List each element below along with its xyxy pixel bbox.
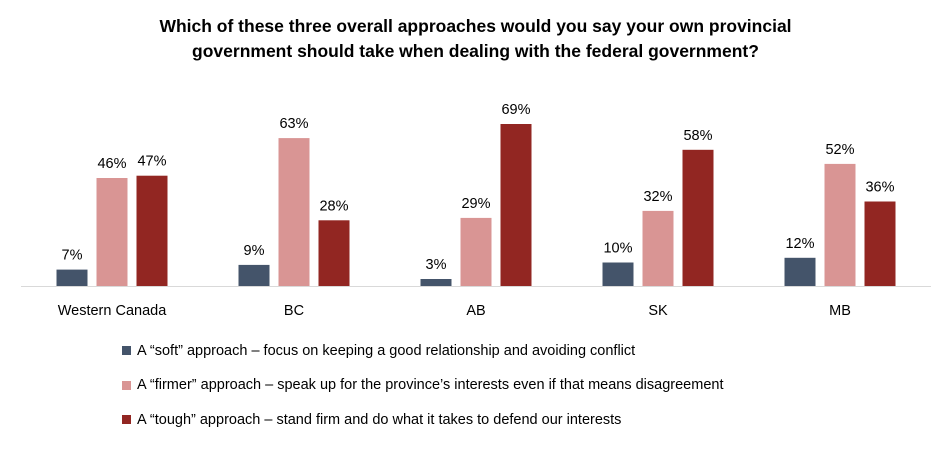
legend-label: A “firmer” approach – speak up for the p…	[137, 377, 724, 393]
data-label: 29%	[461, 196, 490, 212]
legend-item: A “soft” approach – focus on keeping a g…	[122, 341, 723, 360]
legend-swatch	[122, 415, 131, 424]
bar-sk-series-1	[602, 262, 634, 286]
data-label: 58%	[683, 128, 712, 144]
data-label: 9%	[244, 243, 265, 259]
legend-swatch	[122, 346, 131, 355]
x-tick-label: MB	[829, 303, 851, 319]
bar-bc-series-3	[318, 220, 350, 286]
legend-label: A “tough” approach – stand firm and do w…	[137, 411, 622, 428]
bar-ab-series-3	[500, 124, 532, 286]
x-tick-label: SK	[648, 303, 668, 319]
bar-western-canada-series-1	[56, 269, 88, 286]
chart-legend: A “soft” approach – focus on keeping a g…	[122, 341, 723, 445]
legend-item: A “tough” approach – stand firm and do w…	[122, 410, 723, 429]
x-tick-label: Western Canada	[58, 303, 167, 319]
bar-ab-series-2	[460, 217, 492, 286]
bar-sk-series-3	[682, 149, 714, 286]
data-label: 3%	[426, 257, 447, 273]
data-label: 32%	[643, 189, 672, 205]
chart-title-line-1: Which of these three overall approaches …	[159, 16, 792, 36]
data-label: 69%	[501, 102, 530, 118]
bar-sk-series-2	[642, 210, 674, 286]
data-label: 52%	[825, 142, 854, 158]
data-label: 10%	[603, 241, 632, 257]
bar-mb-series-2	[824, 163, 856, 286]
bar-western-canada-series-3	[136, 175, 168, 286]
bar-bc-series-1	[238, 264, 270, 286]
data-label: 36%	[865, 180, 894, 196]
bar-mb-series-1	[784, 257, 816, 286]
bar-mb-series-3	[864, 201, 896, 286]
data-label: 47%	[137, 154, 166, 170]
data-label: 28%	[319, 198, 348, 214]
x-tick-label: BC	[284, 303, 304, 319]
data-label: 12%	[785, 236, 814, 252]
bar-western-canada-series-2	[96, 178, 128, 286]
data-label: 7%	[62, 248, 83, 264]
data-label: 63%	[279, 116, 308, 132]
legend-item: A “firmer” approach – speak up for the p…	[122, 376, 723, 395]
bar-bc-series-2	[278, 138, 310, 286]
bar-ab-series-1	[420, 279, 452, 286]
legend-swatch	[122, 380, 131, 390]
x-tick-label: AB	[466, 303, 485, 319]
chart-title-line-2: government should take when dealing with…	[192, 41, 759, 61]
data-label: 46%	[97, 156, 126, 172]
legend-label: A “soft” approach – focus on keeping a g…	[137, 342, 636, 359]
chart-title: Which of these three overall approaches …	[0, 14, 951, 64]
